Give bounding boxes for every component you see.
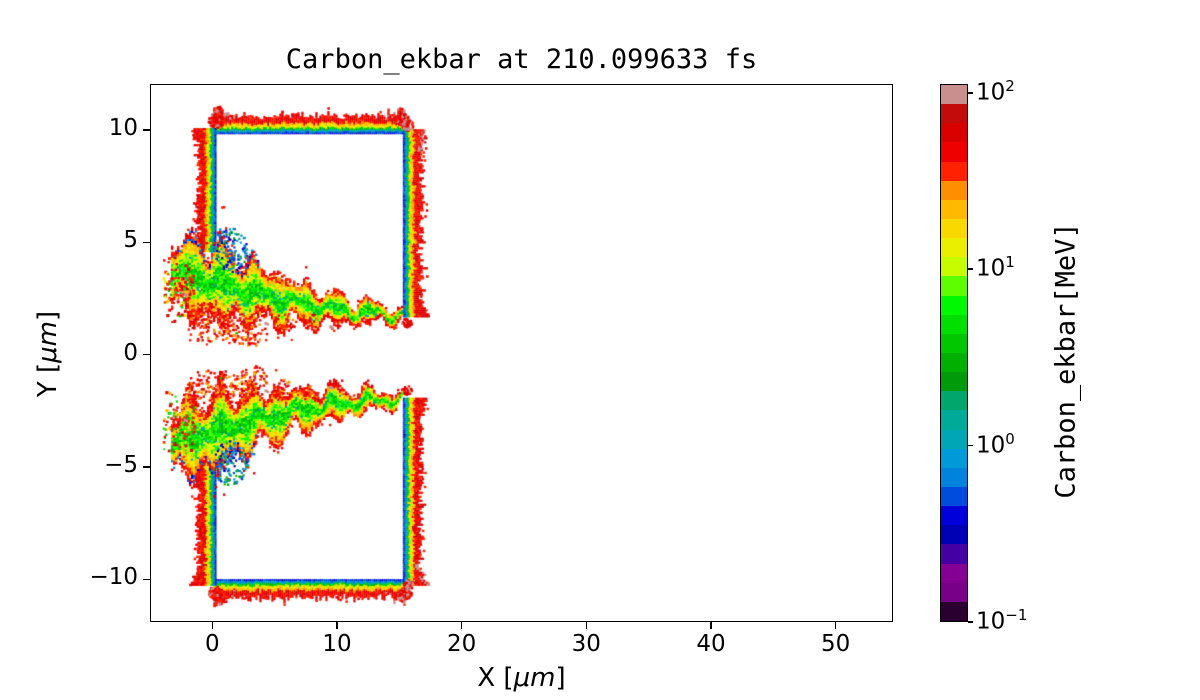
y-tick-label: −10 [89, 564, 138, 591]
colorbar-segment [941, 333, 967, 353]
colorbar-segment [941, 372, 967, 392]
colorbar-segment [941, 123, 967, 143]
heatmap-canvas [151, 85, 894, 623]
colorbar-segment [941, 544, 967, 564]
y-tick-mark [143, 578, 150, 581]
x-axis-label-unit: μm [513, 663, 556, 693]
y-axis-label-unit: μm [33, 321, 63, 363]
x-tick-label: 40 [696, 631, 726, 657]
x-axis-label-prefix: X [ [477, 663, 514, 693]
colorbar-segment [941, 85, 967, 105]
x-tick-mark [336, 622, 338, 629]
colorbar-tick-label: 100 [976, 429, 1015, 459]
colorbar-segment [941, 276, 967, 296]
x-tick-mark [834, 622, 837, 629]
colorbar-tick-mark [968, 621, 973, 623]
y-tick-mark [143, 241, 150, 244]
y-tick-mark [143, 353, 150, 356]
y-axis-label-suffix: ] [33, 310, 63, 321]
colorbar-segment [941, 525, 967, 545]
plot-area [150, 84, 894, 623]
colorbar-segment [941, 601, 967, 621]
plot-title: Carbon_ekbar at 210.099633 fs [285, 44, 758, 75]
colorbar-tick-mark [968, 268, 973, 270]
colorbar-segment [941, 582, 967, 602]
colorbar-segment [941, 295, 967, 315]
x-tick-mark [710, 622, 712, 629]
x-tick-mark [460, 622, 463, 629]
colorbar-tick-mark [968, 92, 973, 94]
colorbar-segment [941, 257, 967, 277]
colorbar-segment [941, 467, 967, 487]
colorbar-tick-label: 102 [976, 76, 1015, 106]
colorbar-segment [941, 352, 967, 373]
y-tick-label: 10 [108, 115, 138, 142]
x-tick-mark [585, 622, 588, 629]
colorbar [940, 84, 968, 622]
colorbar-segment [941, 563, 967, 583]
x-tick-label: 0 [205, 631, 220, 657]
y-tick-mark [143, 129, 150, 131]
y-tick-label: 5 [123, 227, 138, 254]
colorbar-segment [941, 429, 967, 449]
y-tick-label: 0 [123, 339, 138, 366]
colorbar-segment [941, 238, 967, 258]
colorbar-segment [941, 161, 967, 181]
x-axis-label: X [μm] [150, 663, 893, 693]
y-axis-label: Y [μm] [33, 244, 63, 464]
colorbar-segment [941, 218, 967, 239]
x-tick-label: 10 [322, 631, 352, 657]
x-tick-mark [211, 622, 214, 629]
colorbar-segment [941, 180, 967, 200]
colorbar-label: Carbon_ekbar[MeV] [1050, 222, 1082, 499]
x-tick-label: 20 [447, 631, 477, 657]
colorbar-segment [941, 391, 967, 411]
colorbar-segment [941, 314, 967, 334]
colorbar-segment [941, 410, 967, 430]
colorbar-tick-label: 101 [976, 253, 1015, 282]
colorbar-tick-mark [968, 444, 973, 447]
colorbar-segment [941, 506, 967, 526]
x-axis-label-suffix: ] [555, 663, 566, 693]
x-tick-label: 30 [571, 631, 601, 657]
colorbar-segment [941, 142, 967, 162]
y-tick-label: −5 [104, 452, 138, 478]
y-tick-mark [143, 466, 150, 468]
colorbar-segment [941, 199, 967, 219]
colorbar-segment [941, 448, 967, 468]
colorbar-segment [941, 486, 967, 507]
x-tick-label: 50 [821, 631, 851, 657]
colorbar-segment [941, 104, 967, 124]
colorbar-tick-label: 10−1 [976, 606, 1028, 635]
y-axis-label-prefix: Y [ [33, 362, 63, 398]
